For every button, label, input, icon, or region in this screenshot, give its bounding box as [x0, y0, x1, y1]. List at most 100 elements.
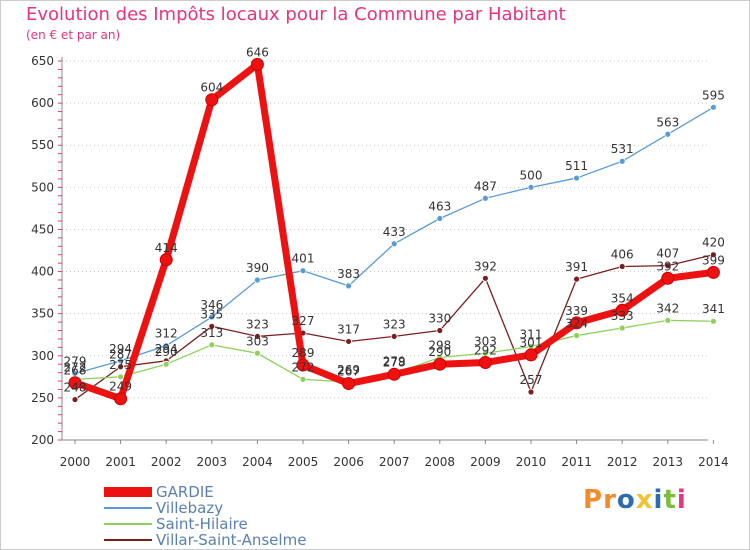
x-tick-label: 2007	[379, 455, 410, 469]
data-point	[481, 274, 489, 282]
data-point	[618, 157, 626, 165]
legend-label: Villebazy	[156, 499, 224, 517]
data-point	[573, 275, 580, 283]
data-label: 268	[64, 364, 87, 378]
data-label: 390	[246, 261, 269, 275]
data-label: 272	[64, 360, 87, 374]
data-label: 290	[155, 345, 178, 359]
legend-item: Villebazy	[104, 499, 224, 517]
data-point	[481, 194, 489, 202]
data-point	[342, 377, 356, 391]
data-point	[253, 276, 261, 284]
data-label: 278	[383, 355, 406, 369]
data-point	[71, 396, 79, 403]
data-label: 420	[702, 236, 725, 250]
data-label: 339	[565, 304, 588, 318]
legend-label: GARDIE	[156, 483, 214, 501]
legend-item: Saint-Hilaire	[104, 515, 248, 533]
x-tick-label: 2008	[425, 455, 456, 469]
chart-subtitle: (en € et par an)	[26, 28, 121, 42]
data-point	[436, 215, 444, 222]
x-tick-label: 2005	[288, 455, 319, 469]
data-point	[114, 392, 128, 406]
data-label: 301	[520, 336, 543, 350]
data-point	[478, 356, 492, 370]
data-label: 267	[337, 365, 360, 379]
data-label: 500	[520, 168, 543, 182]
data-label: 324	[565, 317, 588, 331]
data-label: 342	[656, 301, 679, 315]
data-point	[615, 303, 629, 317]
data-label: 407	[656, 247, 679, 261]
data-label: 333	[611, 309, 634, 323]
data-label: 292	[474, 344, 497, 358]
data-point	[68, 376, 82, 390]
legend-swatch	[104, 487, 152, 497]
data-label: 289	[292, 346, 315, 360]
legend-item: Villar-Saint-Anselme	[104, 531, 307, 549]
data-label: 511	[565, 159, 588, 173]
logo-letter: t	[663, 485, 677, 515]
data-point	[345, 282, 353, 290]
data-label: 312	[155, 327, 178, 341]
data-label: 646	[246, 45, 269, 59]
legend-swatch	[104, 507, 152, 509]
data-point	[390, 240, 398, 248]
data-point	[250, 57, 264, 71]
data-label: 392	[656, 259, 679, 273]
y-tick-label: 200	[31, 433, 54, 447]
data-label: 313	[200, 326, 223, 340]
data-point	[570, 316, 584, 330]
logo-letter: i	[676, 485, 687, 515]
data-point	[664, 317, 672, 324]
data-point	[253, 333, 261, 340]
data-label: 487	[474, 179, 497, 193]
data-label: 354	[611, 291, 634, 305]
data-point	[299, 267, 307, 275]
y-tick-label: 250	[31, 391, 54, 405]
logo-letter: i	[653, 485, 664, 515]
data-label: 604	[200, 81, 223, 95]
data-label: 279	[383, 354, 406, 368]
logo-letter: P	[583, 485, 604, 515]
data-point	[524, 348, 538, 362]
data-label: 317	[337, 322, 360, 336]
logo-letter: o	[616, 485, 636, 515]
data-point	[345, 338, 353, 345]
data-point	[117, 373, 124, 381]
data-label: 414	[155, 241, 178, 255]
data-point	[710, 317, 717, 325]
data-label: 335	[200, 307, 223, 321]
y-tick-label: 500	[31, 180, 54, 194]
x-tick-label: 2006	[333, 455, 364, 469]
data-point	[387, 367, 401, 381]
data-label: 323	[383, 317, 406, 331]
data-point	[117, 363, 124, 371]
data-label: 269	[337, 363, 360, 377]
data-label: 290	[428, 345, 451, 359]
data-label: 257	[520, 373, 543, 387]
x-tick-label: 2014	[698, 455, 729, 469]
data-label: 463	[428, 199, 451, 213]
data-point	[710, 251, 717, 259]
data-label: 531	[611, 142, 634, 156]
logo-letter: r	[603, 485, 617, 515]
data-point	[573, 174, 580, 182]
data-label: 294	[155, 342, 178, 356]
legend-swatch	[104, 539, 152, 541]
x-tick-label: 2009	[470, 455, 501, 469]
legend-label: Villar-Saint-Anselme	[156, 531, 307, 549]
y-tick-label: 450	[31, 222, 54, 236]
x-tick-label: 2010	[516, 455, 547, 469]
y-tick-label: 300	[31, 349, 54, 363]
data-label: 279	[64, 354, 87, 368]
data-label: 330	[428, 312, 451, 326]
data-label: 399	[702, 253, 725, 267]
data-point	[390, 333, 398, 340]
data-label: 272	[292, 360, 315, 374]
data-label: 323	[246, 317, 269, 331]
data-label: 327	[292, 314, 315, 328]
data-point	[664, 262, 672, 270]
legend-swatch	[104, 523, 152, 525]
data-label: 406	[611, 248, 634, 262]
